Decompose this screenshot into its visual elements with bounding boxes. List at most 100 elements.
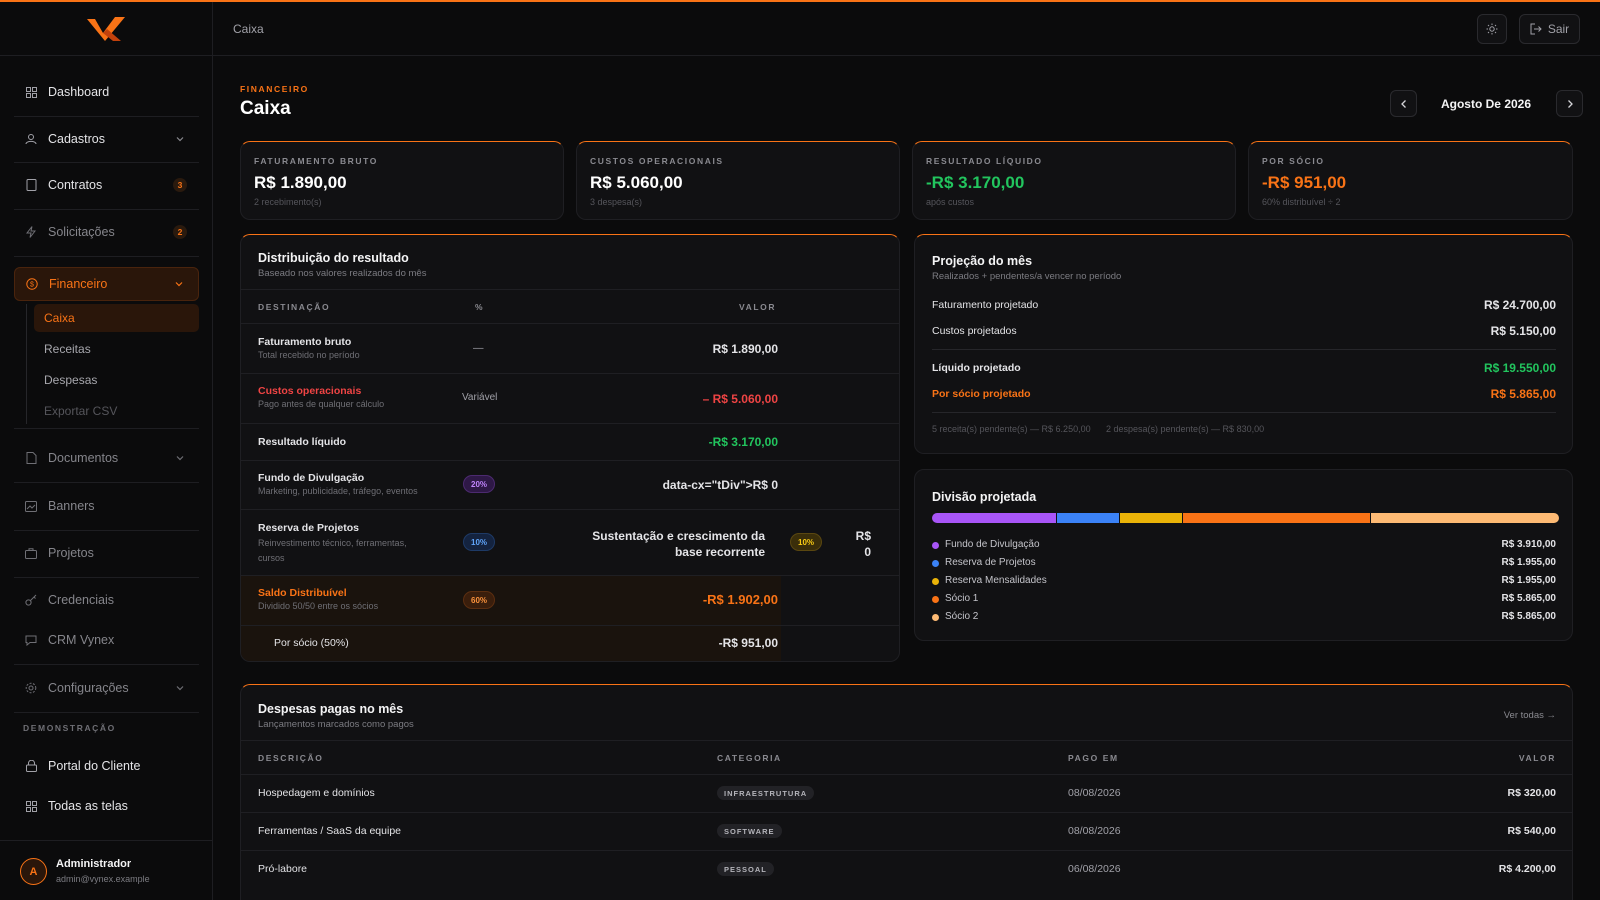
prev-month-button[interactable]	[1390, 90, 1417, 117]
division-bar-segment	[1120, 513, 1183, 523]
legend-value: R$ 3.910,00	[1501, 539, 1557, 550]
chevron-down-icon	[175, 282, 183, 287]
division-bar-segment	[1057, 513, 1121, 523]
sidebar-subitem-despesas[interactable]: Despesas	[44, 373, 98, 387]
logo[interactable]	[0, 2, 212, 56]
sidebar-item-cadastros[interactable]: Cadastros	[14, 123, 199, 155]
theme-toggle-button[interactable]	[1477, 14, 1507, 44]
expense-date: 08/08/2026	[1068, 825, 1121, 837]
sidebar-item-solicitacoes[interactable]: Solicitações 2	[14, 216, 199, 248]
card-title: Divisão projetada	[932, 490, 1037, 504]
division-bar-segment	[1370, 513, 1559, 523]
sidebar-item-label: Credenciais	[48, 593, 115, 607]
division-stacked-bar	[932, 513, 1559, 523]
sidebar-item-label: Cadastros	[48, 132, 105, 146]
grid-icon	[25, 86, 37, 98]
card-title: Projeção do mês	[932, 254, 1033, 268]
column-header: %	[475, 302, 485, 312]
expense-value: R$ 540,00	[1507, 825, 1556, 837]
row-desc: Reinvestimento técnico, ferramentas, cur…	[258, 538, 407, 563]
next-month-button[interactable]	[1556, 90, 1583, 117]
row-desc: Total recebido no período	[258, 350, 360, 360]
sidebar-subitem-caixa[interactable]: Caixa	[34, 304, 199, 332]
user-email: admin@vynex.example	[56, 874, 150, 884]
legend-dot	[932, 578, 939, 585]
expense-date: 06/08/2026	[1068, 863, 1121, 875]
see-all-link[interactable]: Ver todas →	[1503, 710, 1556, 721]
sidebar-item-documentos[interactable]: Documentos	[14, 442, 199, 474]
sidebar-item-dashboard[interactable]: Dashboard	[14, 76, 199, 108]
user-card[interactable]: A Administrador admin@vynex.example	[20, 856, 200, 888]
file-icon	[25, 452, 37, 464]
sidebar-item-contratos[interactable]: Contratos 3	[14, 169, 199, 201]
legend-value: R$ 5.865,00	[1501, 611, 1557, 622]
row-value: -R$ 1.902,00	[702, 592, 778, 607]
row-value: data-cx="tDiv">R$ 0	[662, 478, 778, 492]
chevron-down-icon	[176, 137, 184, 142]
sidebar-item-label: Solicitações	[48, 225, 115, 239]
kpi-label: POR SÓCIO	[1262, 156, 1325, 166]
card-title: Distribuição do resultado	[258, 251, 409, 265]
legend-dot	[932, 596, 939, 603]
sidebar-subitem-receitas[interactable]: Receitas	[44, 342, 91, 356]
expense-value: R$ 4.200,00	[1498, 863, 1556, 875]
chevron-down-icon	[176, 686, 184, 691]
column-header: DESCRIÇÃO	[258, 753, 324, 763]
expense-value: R$ 320,00	[1507, 787, 1556, 799]
kpi-card-custos: CUSTOS OPERACIONAIS R$ 5.060,00 3 despes…	[576, 141, 900, 220]
sidebar-item-label: Configurações	[48, 681, 129, 695]
page-eyebrow: FINANCEIRO	[240, 84, 309, 94]
sidebar-item-credenciais[interactable]: Credenciais	[14, 584, 199, 616]
kpi-label: FATURAMENTO BRUTO	[254, 156, 379, 166]
count-badge: 3	[173, 178, 187, 192]
sidebar-item-financeiro[interactable]: $ Financeiro	[14, 267, 199, 301]
sidebar-subitem-exportar-csv[interactable]: Exportar CSV	[44, 404, 118, 418]
sidebar: Dashboard Cadastros Contratos 3 Solicita…	[0, 2, 213, 900]
legend-value: R$ 1.955,00	[1501, 557, 1557, 568]
logout-label: Sair	[1547, 22, 1570, 36]
row-value: -R$ 3.170,00	[708, 435, 778, 449]
distribution-card: Distribuição do resultado Baseado nos va…	[240, 234, 900, 662]
legend-dot	[932, 614, 939, 621]
expenses-card: Despesas pagas no mês Lançamentos marcad…	[240, 684, 1573, 900]
svg-text:$: $	[30, 282, 34, 289]
column-header: CATEGORIA	[717, 753, 782, 763]
logout-button[interactable]: Sair	[1519, 14, 1580, 44]
legend-label: Sócio 2	[945, 611, 979, 622]
gear-icon	[25, 682, 37, 694]
sidebar-item-label: Financeiro	[49, 277, 108, 291]
user-name: Administrador	[56, 858, 132, 870]
legend-dot	[932, 560, 939, 567]
sidebar-item-crm-vynex[interactable]: CRM Vynex	[14, 624, 199, 656]
expense-desc: Pró-labore	[258, 863, 308, 875]
avatar: A	[20, 858, 47, 885]
division-card: Divisão projetada Fundo de Divulgação R$ …	[914, 469, 1573, 641]
row-value: R$ 0	[855, 529, 871, 559]
bolt-icon	[25, 226, 37, 238]
projection-label: Líquido projetado	[932, 362, 1021, 374]
sidebar-item-portal-do-cliente[interactable]: Portal do Cliente	[14, 750, 199, 782]
card-subtitle: Baseado nos valores realizados do mês	[258, 268, 427, 279]
sidebar-item-configuracoes[interactable]: Configurações	[14, 672, 199, 704]
kpi-value: R$ 5.060,00	[590, 173, 683, 192]
kpi-sub: 60% distribuível ÷ 2	[1262, 197, 1341, 207]
main-content: FINANCEIRO Caixa Agosto De 2026 FATURAME…	[213, 56, 1600, 900]
sun-icon	[1486, 23, 1498, 35]
logout-icon	[1530, 23, 1542, 35]
sidebar-item-projetos[interactable]: Projetos	[14, 537, 199, 569]
expense-desc: Hospedagem e domínios	[258, 787, 375, 799]
sidebar-item-label: Documentos	[48, 451, 119, 465]
kpi-sub: 3 despesa(s)	[590, 197, 643, 207]
row-name: Por sócio (50%)	[274, 637, 349, 649]
kpi-sub: 2 recebimento(s)	[254, 197, 322, 207]
sidebar-item-todas-as-telas[interactable]: Todas as telas	[14, 790, 199, 822]
sidebar-item-label: Dashboard	[48, 85, 110, 99]
row-name: Reserva de Projetos	[258, 522, 359, 534]
card-title: Despesas pagas no mês	[258, 702, 404, 716]
sidebar-item-banners[interactable]: Banners	[14, 490, 199, 522]
pct-badge: 60%	[463, 591, 496, 609]
kpi-card-resultado: RESULTADO LÍQUIDO -R$ 3.170,00 após cust…	[912, 141, 1236, 220]
chevron-down-icon	[176, 456, 184, 461]
category-badge: SOFTWARE	[717, 824, 782, 838]
pending-revenues-note: 5 receita(s) pendente(s) — R$ 6.250,00	[932, 424, 1091, 434]
